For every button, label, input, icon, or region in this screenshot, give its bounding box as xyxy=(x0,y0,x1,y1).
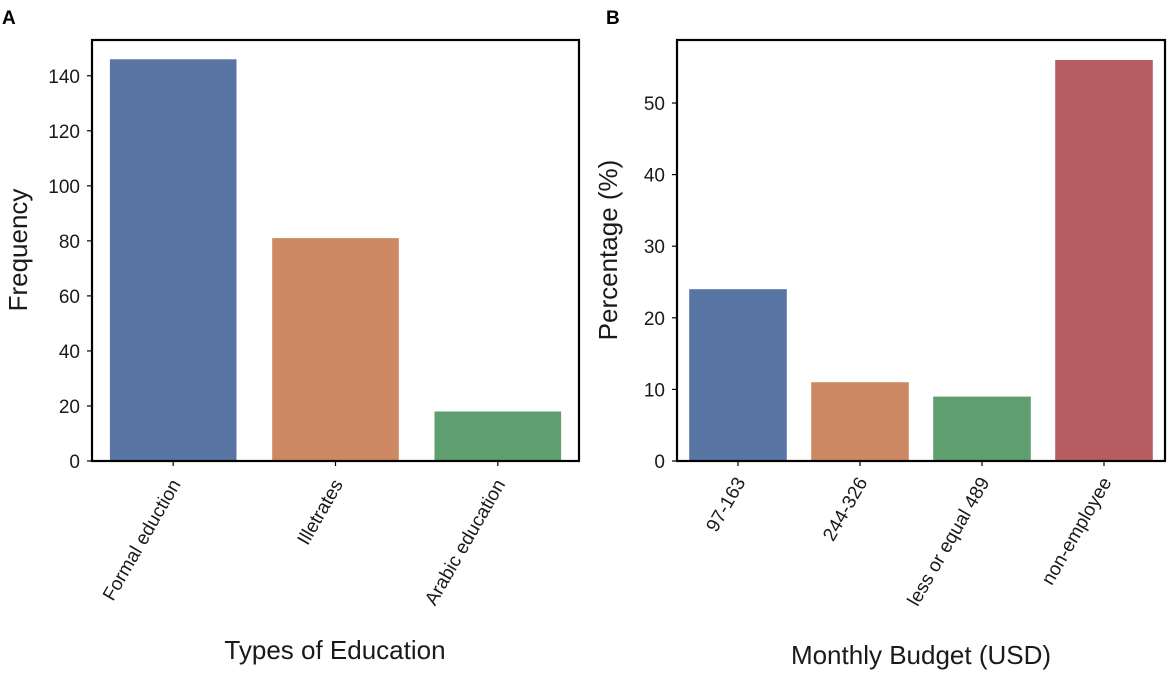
panel-a-bar-3 xyxy=(434,411,562,461)
panel-b-x-ticks: 97-163 244-326 less or equal 489 non-employ… xyxy=(703,461,1116,610)
panel-b-x-tick-label: less or equal 489 xyxy=(904,474,995,610)
panel-b-y-ticks: 0 10 20 30 40 50 xyxy=(644,94,677,473)
panel-a-y-ticks: 0 20 40 60 80 100 120 140 xyxy=(48,67,92,473)
panel-b-y-tick-label: 10 xyxy=(644,380,665,401)
panel-a-x-tick-label: Arabic education xyxy=(421,476,510,609)
panel-a-y-tick-label: 80 xyxy=(59,232,80,253)
panel-b-y-tick-label: 40 xyxy=(644,166,665,187)
panel-b-y-tick-label: 50 xyxy=(644,94,665,115)
panel-b-bar-3 xyxy=(933,396,1031,461)
panel-a-bar-1 xyxy=(109,59,237,462)
panel-b-bars xyxy=(689,60,1153,461)
panel-a-x-tick-label: Formal eduction xyxy=(99,476,185,604)
panel-a-x-ticks: Formal eduction Illetrates Arabic educatio… xyxy=(99,461,510,609)
panel-a-y-tick-label: 140 xyxy=(48,67,80,88)
panel-b-x-tick-label: 97-163 xyxy=(703,474,751,536)
panel-a-bars xyxy=(109,59,562,462)
panel-b-frame xyxy=(675,38,1167,463)
panel-a-y-tick-label: 20 xyxy=(59,397,80,418)
panel-a-x-axis-title: Types of Education xyxy=(224,635,445,665)
panel-b-y-tick-label: 30 xyxy=(644,237,665,258)
panel-b-bar-2 xyxy=(811,382,909,461)
panel-a-x-tick-label: Illetrates xyxy=(294,476,348,549)
panel-a-y-tick-label: 60 xyxy=(59,287,80,308)
panel-b-y-axis-title: Percentage (%) xyxy=(593,160,623,341)
panel-a-y-tick-label: 120 xyxy=(48,122,80,143)
panel-a: A 0 20 40 60 80 100 120 140 Formal eduction Ille… xyxy=(2,8,581,665)
panel-b-x-tick-label: non-employee xyxy=(1038,474,1116,589)
panel-a-y-tick-label: 40 xyxy=(59,342,80,363)
panel-a-y-tick-label: 0 xyxy=(69,452,80,473)
panel-b-label: B xyxy=(606,8,620,29)
panel-a-label: A xyxy=(2,8,16,29)
panel-b: B 0 10 20 30 40 50 97-163 244-326 less or equal… xyxy=(593,8,1167,670)
panel-b-y-tick-label: 0 xyxy=(654,452,665,473)
panel-a-y-axis-title: Frequency xyxy=(3,189,33,312)
panel-a-bar-2 xyxy=(272,238,399,461)
panel-b-x-axis-title: Monthly Budget (USD) xyxy=(791,640,1051,670)
panel-b-bar-4 xyxy=(1055,60,1153,461)
panel-b-y-tick-label: 20 xyxy=(644,309,665,330)
panel-b-bar-1 xyxy=(689,289,787,461)
panel-b-x-tick-label: 244-326 xyxy=(819,474,872,545)
panel-a-y-tick-label: 100 xyxy=(48,177,80,198)
